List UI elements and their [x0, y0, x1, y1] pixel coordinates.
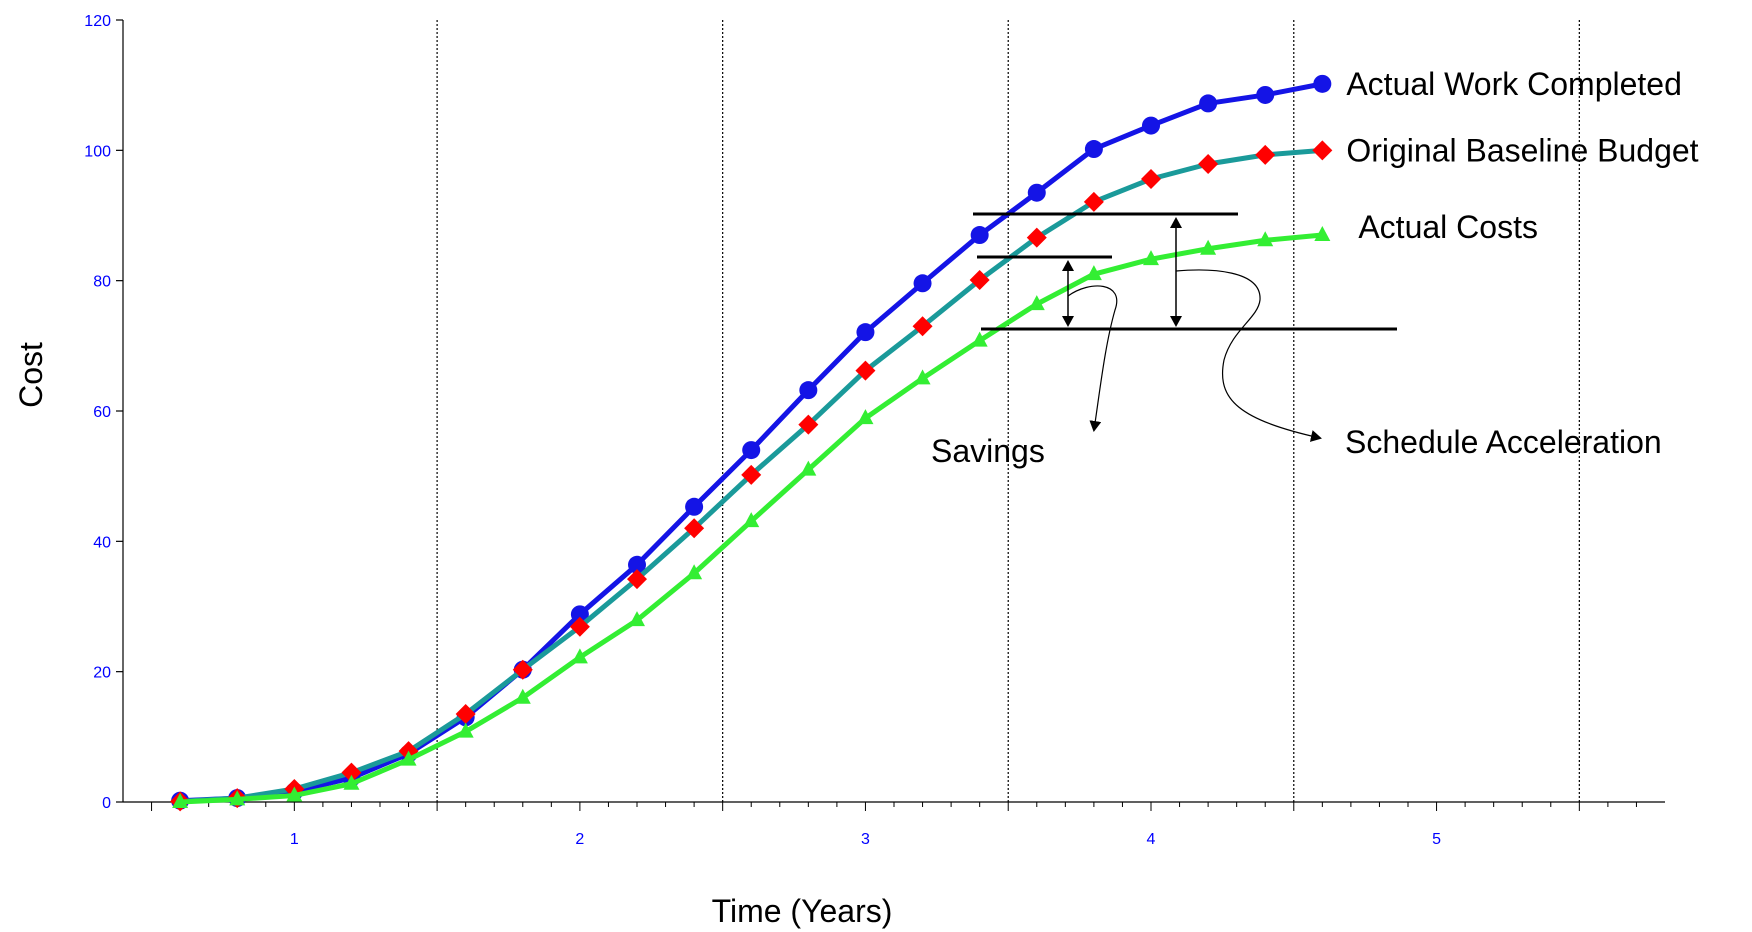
savings-pointer: [1067, 285, 1118, 432]
data-point: [1085, 265, 1102, 281]
data-point: [1313, 74, 1332, 93]
data-point: [400, 750, 417, 766]
y-axis-title: Cost: [13, 342, 49, 408]
x-axis-title: Time (Years): [712, 893, 893, 929]
data-point: [912, 316, 933, 337]
data-point: [514, 688, 531, 704]
y-tick-label: 120: [84, 13, 111, 30]
data-point: [341, 762, 362, 783]
data-point: [457, 722, 474, 738]
y-tick-label: 20: [93, 665, 111, 682]
data-point: [913, 274, 932, 293]
data-point: [1142, 116, 1160, 135]
data-point: [857, 409, 874, 425]
data-point: [512, 659, 533, 680]
data-point: [686, 564, 703, 580]
data-point: [1084, 140, 1103, 159]
data-point: [741, 464, 762, 485]
data-point: [570, 605, 589, 624]
y-tick-label: 100: [84, 143, 111, 160]
data-point: [685, 497, 704, 516]
data-point: [629, 611, 645, 627]
data-point: [742, 441, 761, 460]
data-point: [1257, 231, 1274, 247]
x-tick-label: 1: [290, 831, 299, 848]
data-point: [571, 648, 588, 664]
data-point: [628, 555, 646, 574]
data-point: [969, 270, 990, 291]
data-point: [343, 774, 360, 790]
data-point: [798, 414, 819, 435]
data-point: [1028, 295, 1045, 311]
y-tick-label: 40: [93, 534, 111, 551]
data-point: [914, 369, 931, 385]
data-point: [800, 460, 817, 476]
y-tick-label: 0: [102, 795, 111, 812]
series-label: Original Baseline Budget: [1346, 132, 1698, 168]
x-tick-label: 5: [1432, 831, 1441, 848]
data-point: [856, 323, 875, 342]
series-labels: Actual Work Completed Original Baseline B…: [1346, 66, 1698, 245]
data-point: [229, 790, 246, 806]
data-point: [970, 226, 989, 245]
schedule-pointer: [1175, 269, 1322, 442]
data-point: [1026, 227, 1047, 248]
annotations: Savings Schedule Acceleration: [931, 212, 1662, 469]
data-point: [684, 518, 705, 539]
series: [170, 74, 1333, 812]
data-point: [1027, 183, 1046, 202]
data-point: [743, 512, 760, 528]
x-tick-label: 2: [575, 831, 584, 848]
data-point: [172, 793, 189, 808]
x-tick-label: 4: [1147, 831, 1156, 848]
data-point: [1256, 85, 1275, 104]
y-tick-label: 80: [93, 274, 111, 291]
data-point: [1199, 94, 1218, 113]
x-tick-label: 3: [861, 831, 870, 848]
data-point: [286, 786, 303, 802]
axes: 0 20 40 60 80 100 120 1 2 3 4 5 Time (Years) Cost: [13, 13, 1665, 929]
data-point: [1198, 154, 1219, 175]
series-label: Actual Costs: [1358, 209, 1538, 245]
data-point: [455, 704, 476, 725]
series-label: Actual Work Completed: [1346, 66, 1682, 102]
data-point: [1141, 169, 1161, 190]
data-point: [799, 381, 818, 400]
data-point: [971, 331, 988, 347]
data-point: [569, 616, 590, 637]
data-point: [1312, 140, 1333, 161]
savings-label: Savings: [931, 433, 1045, 469]
data-point: [1083, 191, 1104, 212]
y-tick-label: 60: [93, 404, 111, 421]
data-point: [1200, 239, 1217, 255]
data-point: [1314, 226, 1331, 242]
data-point: [1255, 144, 1276, 165]
data-point: [627, 569, 647, 590]
schedule-acceleration-label: Schedule Acceleration: [1345, 424, 1662, 460]
data-point: [855, 360, 876, 381]
data-point: [1143, 250, 1159, 266]
